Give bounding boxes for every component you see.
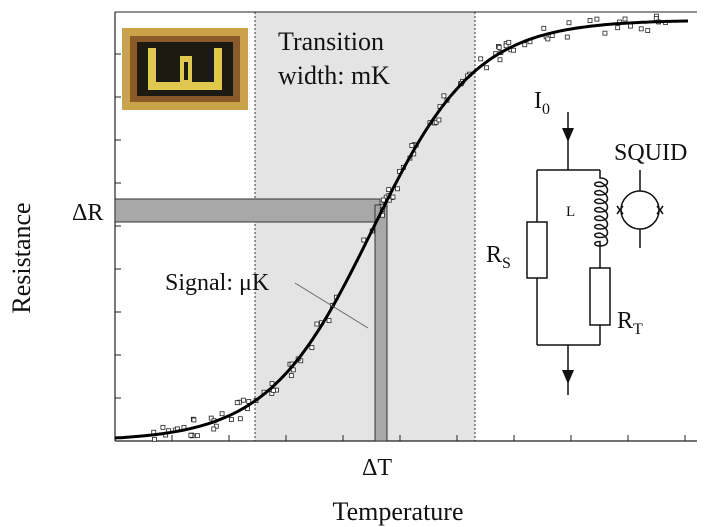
data-point xyxy=(506,39,512,45)
data-point xyxy=(545,36,551,42)
inductor-label: L xyxy=(566,204,575,220)
data-point xyxy=(645,28,651,33)
data-point xyxy=(564,34,570,40)
sensor-label: RT xyxy=(617,308,643,338)
data-point xyxy=(478,56,484,62)
data-point xyxy=(194,433,200,439)
data-point xyxy=(587,18,593,23)
delta-r-band xyxy=(114,198,381,223)
data-point xyxy=(622,16,628,22)
data-point xyxy=(234,400,240,406)
data-point xyxy=(290,367,296,373)
data-point xyxy=(566,20,572,26)
data-point xyxy=(326,318,332,323)
shunt-sub: S xyxy=(502,255,511,272)
ticks xyxy=(115,53,686,441)
data-point xyxy=(240,397,246,403)
transition-label: width: mK xyxy=(278,61,390,90)
delta-t-band xyxy=(374,204,388,442)
device-photo xyxy=(122,28,248,110)
data-point xyxy=(484,65,490,71)
data-point xyxy=(213,423,219,429)
y-axis-label: Resistance xyxy=(7,202,36,313)
current-sub: 0 xyxy=(542,101,550,118)
data-point xyxy=(229,417,234,422)
data-point xyxy=(270,387,276,393)
data-point xyxy=(188,432,194,438)
data-point xyxy=(211,426,217,432)
transition-label: Transition xyxy=(278,27,384,56)
data-point xyxy=(208,415,214,421)
data-point xyxy=(395,186,400,192)
data-point xyxy=(594,16,600,22)
sensor-sub: T xyxy=(633,321,643,338)
data-point xyxy=(436,117,442,123)
data-point xyxy=(386,187,392,193)
circuit xyxy=(526,112,664,395)
data-point xyxy=(496,44,502,50)
data-point xyxy=(288,373,294,378)
data-point xyxy=(380,197,386,203)
delta-t-label: ΔT xyxy=(362,455,392,481)
squid-label: SQUID xyxy=(614,140,687,166)
data-point xyxy=(627,23,633,29)
data-point xyxy=(152,436,157,442)
data-point xyxy=(511,47,516,53)
sensor-main: R xyxy=(617,308,633,334)
data-point xyxy=(409,143,415,148)
data-point xyxy=(390,194,396,200)
transition-curve xyxy=(114,19,688,440)
data-point xyxy=(237,416,243,422)
delta-r-label: ΔR xyxy=(72,200,103,226)
shunt-label: RS xyxy=(486,242,511,272)
data-point xyxy=(638,26,644,32)
current-label: I0 xyxy=(534,88,550,118)
data-point xyxy=(602,30,608,36)
data-point xyxy=(615,25,621,31)
data-point xyxy=(503,43,509,49)
x-axis-label: Temperature xyxy=(333,497,464,526)
signal-pointer xyxy=(294,282,369,329)
signal-label: Signal: μK xyxy=(165,270,270,296)
data-point xyxy=(219,411,225,417)
data-point xyxy=(191,417,197,423)
shunt-main: R xyxy=(486,242,502,268)
data-point xyxy=(441,93,447,99)
current-main: I xyxy=(534,88,542,114)
data-point xyxy=(314,321,320,327)
data-point xyxy=(309,345,315,350)
data-point xyxy=(160,424,166,430)
data-point xyxy=(541,25,547,31)
data-point xyxy=(497,57,503,63)
